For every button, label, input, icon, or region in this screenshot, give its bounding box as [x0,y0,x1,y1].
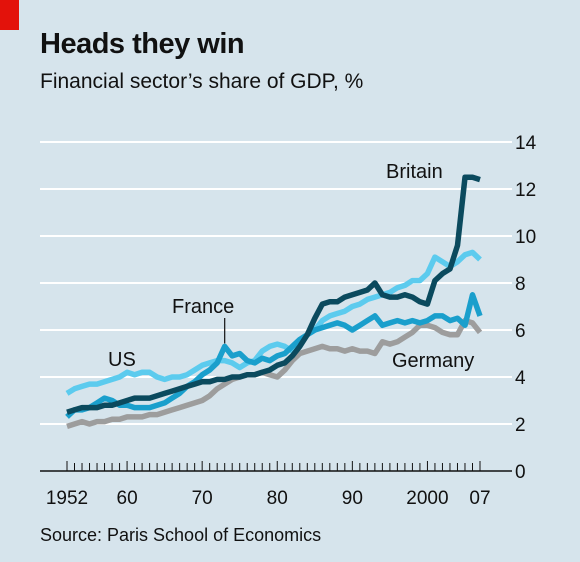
chart-subtitle: Financial sector’s share of GDP, % [40,70,364,93]
y-tick-label-8: 8 [515,274,526,295]
brand-accent-bar [0,0,19,30]
series-line-britain [66,174,481,415]
y-tick-label-4: 4 [515,368,526,389]
x-tick-label-1970: 70 [192,488,213,509]
chart-title: Heads they win [40,28,245,60]
x-tick-label-2000: 2000 [406,488,448,509]
series-line-france [65,292,483,419]
series-lines [65,174,483,430]
y-tick-label-10: 10 [515,227,536,248]
x-tick-label-1990: 90 [342,488,363,509]
x-tick-label-1960: 60 [117,488,138,509]
y-tick-label-12: 12 [515,180,536,201]
series-label-us: US [108,349,136,371]
y-tick-label-0: 0 [515,462,526,483]
y-tick-label-6: 6 [515,321,526,342]
x-tick-label-1980: 80 [267,488,288,509]
series-line-us [65,249,482,396]
series-line-germany [66,317,483,430]
y-tick-label-14: 14 [515,133,537,154]
y-axis-labels: 0 2 4 6 8 10 12 14 [515,133,537,483]
x-tick-label-1952: 1952 [46,488,88,509]
x-axis: 1952 60 70 80 90 2000 07 [40,461,512,509]
y-tick-label-2: 2 [515,415,526,436]
source-note: Source: Paris School of Economics [40,525,322,545]
x-tick-label-2007: 07 [469,488,490,509]
series-label-germany: Germany [392,350,474,372]
series-label-france: France [172,296,234,318]
series-label-britain: Britain [386,161,443,183]
series-labels: US France Britain Germany [108,161,474,372]
